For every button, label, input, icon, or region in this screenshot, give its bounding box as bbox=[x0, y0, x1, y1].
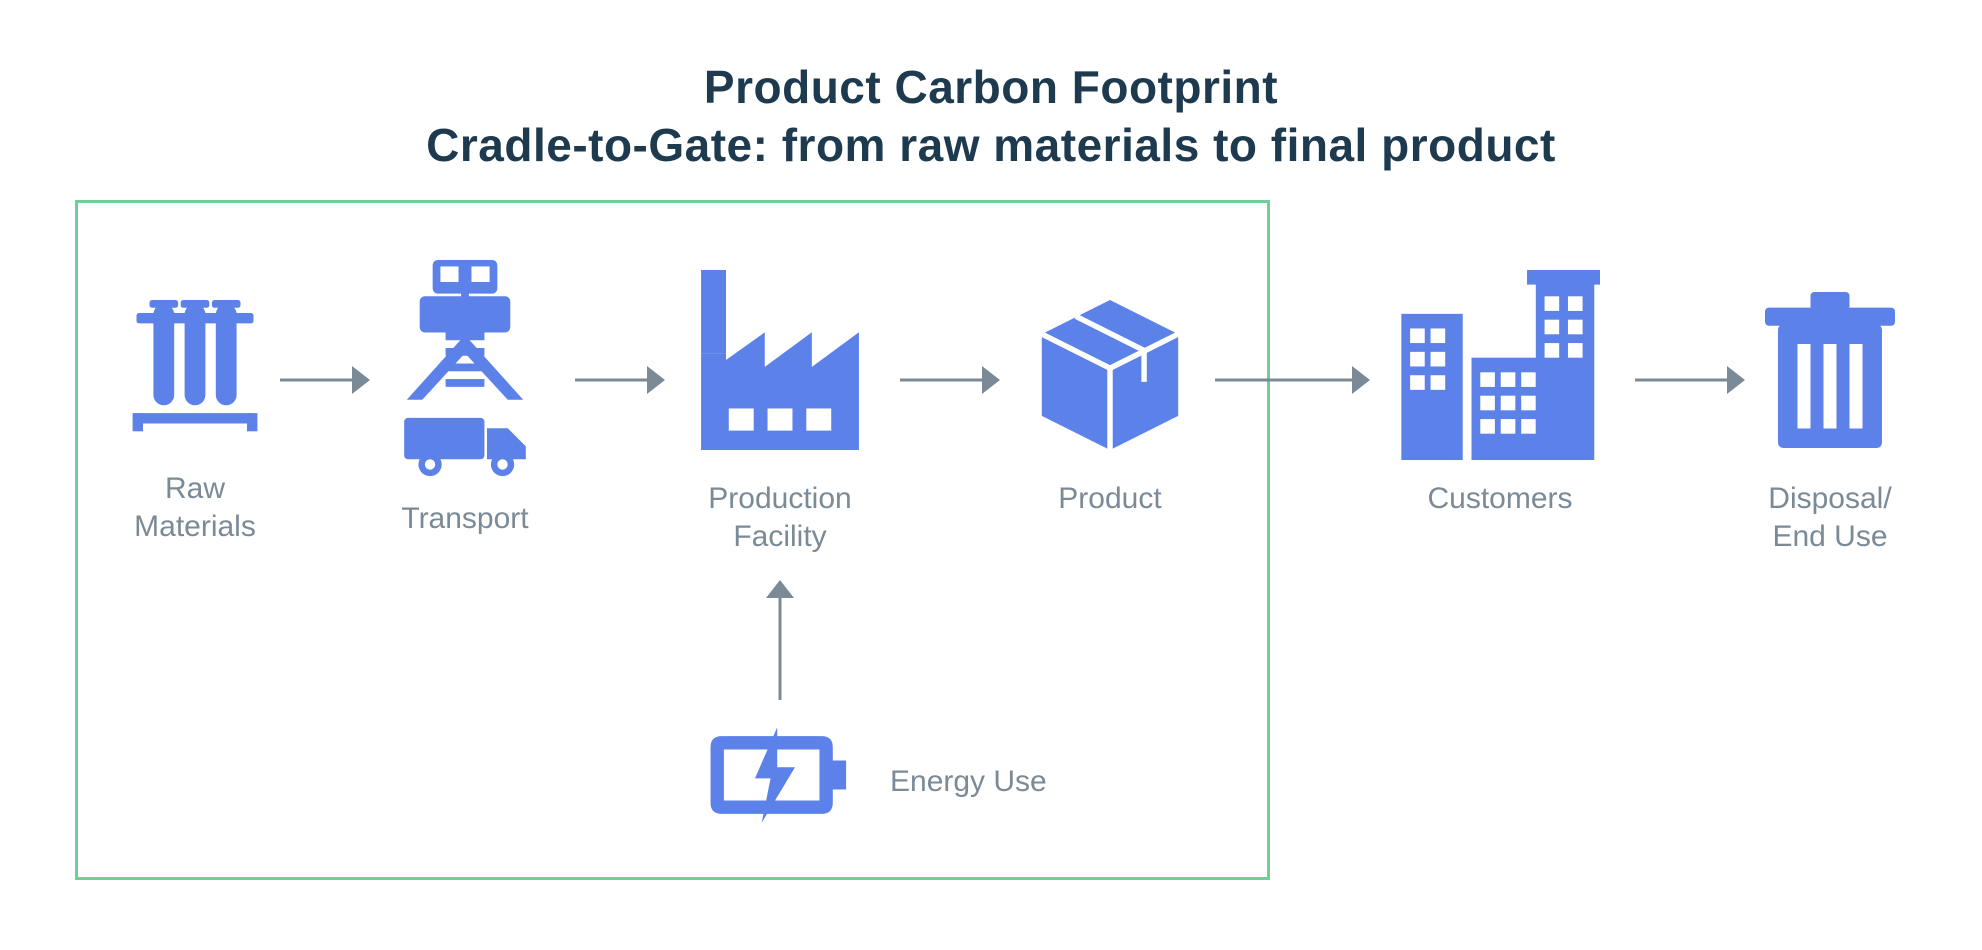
label-production-facility: Production Facility bbox=[708, 480, 851, 555]
arrow-production-facility-to-product bbox=[900, 366, 1000, 394]
diagram-canvas: Product Carbon Footprint Cradle-to-Gate:… bbox=[0, 0, 1982, 950]
test-tubes-icon bbox=[130, 290, 260, 440]
factory-icon bbox=[690, 260, 870, 460]
arrow-transport-to-production-facility bbox=[575, 366, 665, 394]
title-line-2: Cradle-to-Gate: from raw materials to fi… bbox=[0, 118, 1982, 172]
arrow-energy-use-to-production-facility bbox=[766, 580, 794, 700]
node-energy-use bbox=[670, 720, 890, 830]
box-icon bbox=[1035, 300, 1185, 450]
label-transport: Transport bbox=[401, 500, 528, 538]
battery-bolt-icon bbox=[705, 720, 855, 830]
title-line-1: Product Carbon Footprint bbox=[0, 60, 1982, 114]
node-production-facility: Production Facility bbox=[670, 260, 890, 555]
buildings-icon bbox=[1400, 270, 1600, 460]
label-energy-use: Energy Use bbox=[890, 765, 1047, 799]
label-raw-materials: Raw Materials bbox=[134, 470, 256, 545]
label-product: Product bbox=[1058, 480, 1161, 518]
node-transport: Transport bbox=[355, 260, 575, 538]
node-disposal: Disposal/ End Use bbox=[1720, 290, 1940, 555]
trash-icon bbox=[1765, 290, 1895, 450]
train-truck-icon bbox=[380, 260, 550, 480]
arrow-customers-to-disposal bbox=[1635, 366, 1745, 394]
label-customers: Customers bbox=[1427, 480, 1572, 518]
arrow-raw-materials-to-transport bbox=[280, 366, 370, 394]
node-customers: Customers bbox=[1390, 270, 1610, 518]
arrow-product-to-customers bbox=[1215, 366, 1370, 394]
node-raw-materials: Raw Materials bbox=[85, 290, 305, 545]
label-disposal: Disposal/ End Use bbox=[1768, 480, 1891, 555]
node-product: Product bbox=[1000, 300, 1220, 518]
